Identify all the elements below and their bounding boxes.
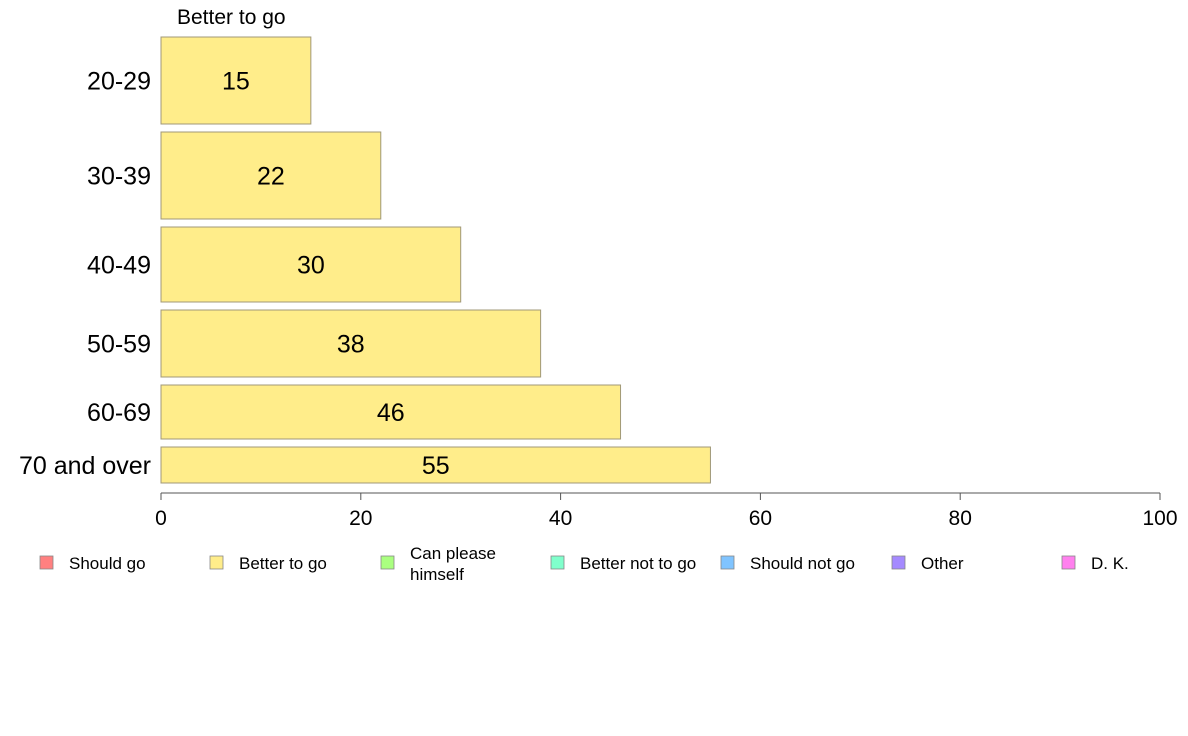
bar	[160, 36, 312, 125]
bars-layer	[160, 36, 711, 484]
x-tick-label: 100	[1142, 507, 1177, 530]
x-tick-label: 0	[155, 507, 167, 530]
category-label: 40-49	[87, 252, 151, 280]
data-label: 46	[377, 399, 405, 427]
legend-swatch	[380, 555, 395, 570]
legend-label: Can please himself	[410, 544, 496, 584]
legend: Should go Better to go Can please himself Be…	[39, 544, 1129, 584]
x-tick-label: 20	[349, 507, 372, 530]
legend-swatch	[209, 555, 224, 570]
category-label: 60-69	[87, 399, 151, 427]
category-labels: 20-29 30-39 40-49 50-59 60-69 70 and over	[19, 68, 151, 481]
data-label: 22	[257, 163, 285, 191]
legend-swatch	[1061, 555, 1076, 570]
legend-swatch	[720, 555, 735, 570]
bar	[160, 226, 462, 303]
legend-label: Other	[921, 554, 964, 573]
legend-label: Better to go	[239, 554, 327, 573]
x-axis: 0 20 40 60 80 100	[155, 492, 1178, 530]
series-title: Better to go	[177, 6, 286, 29]
legend-swatch	[39, 555, 54, 570]
bar	[160, 309, 542, 378]
legend-label: Should not go	[750, 554, 855, 573]
legend-swatch	[891, 555, 906, 570]
bar	[160, 384, 622, 440]
category-label: 70 and over	[19, 452, 151, 480]
data-label: 55	[422, 452, 450, 480]
data-label: 38	[337, 331, 365, 359]
x-tick-label: 40	[549, 507, 572, 530]
bar	[160, 446, 711, 484]
data-label: 15	[222, 68, 250, 96]
x-tick-label: 60	[749, 507, 772, 530]
category-label: 20-29	[87, 68, 151, 96]
legend-label: Should go	[69, 554, 146, 573]
x-tick-label: 80	[949, 507, 972, 530]
data-label: 30	[297, 252, 325, 280]
legend-label: Better not to go	[580, 554, 696, 573]
legend-swatch	[550, 555, 565, 570]
value-labels: 15 22 30 38 46 55	[222, 68, 450, 481]
category-label: 50-59	[87, 331, 151, 359]
category-label: 30-39	[87, 163, 151, 191]
legend-label: D. K.	[1091, 554, 1129, 573]
bar	[160, 131, 382, 220]
